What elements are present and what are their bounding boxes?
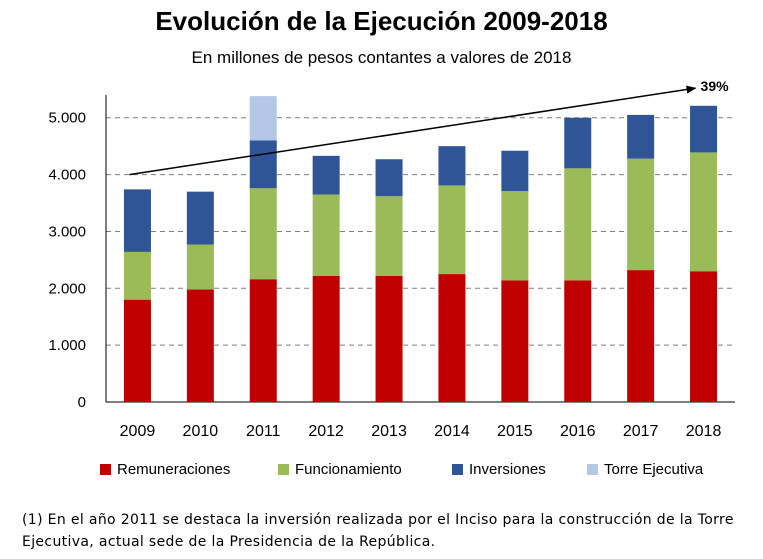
footnote: (1) En el año 2011 se destaca la inversi… bbox=[22, 512, 734, 550]
bar-funcionamiento-2009 bbox=[123, 251, 151, 300]
bar-remuneraciones-2012 bbox=[312, 275, 340, 402]
legend-swatch-torre-ejecutiva bbox=[587, 464, 598, 475]
y-tick-label: 2.000 bbox=[48, 280, 86, 297]
legend-item-funcionamiento: Funcionamiento bbox=[278, 461, 402, 478]
bar-remuneraciones-2015 bbox=[501, 280, 529, 402]
legend-label-funcionamiento: Funcionamiento bbox=[295, 461, 402, 478]
legend-item-remuneraciones: Remuneraciones bbox=[100, 461, 230, 478]
x-axis-ticks: 2009 2010 2011 2012 2013 2014 2015 2016 2017 2018 bbox=[120, 423, 722, 440]
legend-label-inversiones: Inversiones bbox=[469, 461, 546, 478]
bar-funcionamiento-2013 bbox=[375, 196, 403, 276]
legend-item-inversiones: Inversiones bbox=[452, 461, 546, 478]
bar-remuneraciones-2018 bbox=[690, 271, 718, 402]
y-tick-label: 3.000 bbox=[48, 223, 86, 240]
bar-remuneraciones-2009 bbox=[123, 299, 151, 402]
bar-torre-ejecutiva-2011 bbox=[249, 96, 277, 141]
y-tick-label: 0 bbox=[78, 394, 86, 411]
x-tick-label: 2009 bbox=[120, 423, 156, 440]
bar-funcionamiento-2018 bbox=[690, 152, 718, 272]
x-tick-label: 2015 bbox=[497, 423, 533, 440]
bar-remuneraciones-2017 bbox=[627, 270, 655, 402]
legend: Remuneraciones Funcionamiento Inversione… bbox=[90, 461, 740, 481]
bar-funcionamiento-2011 bbox=[249, 188, 277, 280]
legend-item-torre-ejecutiva: Torre Ejecutiva bbox=[587, 461, 703, 478]
bar-inversiones-2016 bbox=[564, 117, 592, 169]
bar-funcionamiento-2016 bbox=[564, 168, 592, 281]
y-tick-label: 5.000 bbox=[48, 110, 86, 127]
bar-funcionamiento-2012 bbox=[312, 194, 340, 276]
bar-inversiones-2018 bbox=[690, 105, 718, 153]
bar-inversiones-2011 bbox=[249, 140, 277, 189]
bar-inversiones-2009 bbox=[123, 189, 151, 252]
bar-inversiones-2012 bbox=[312, 155, 340, 195]
legend-swatch-funcionamiento bbox=[278, 464, 289, 475]
chart-title: Evolución de la Ejecución 2009-2018 bbox=[155, 6, 608, 36]
bar-inversiones-2015 bbox=[501, 150, 529, 192]
x-tick-label: 2013 bbox=[371, 423, 407, 440]
bar-inversiones-2017 bbox=[627, 114, 655, 159]
x-tick-label: 2018 bbox=[686, 423, 722, 440]
bar-funcionamiento-2015 bbox=[501, 191, 529, 281]
bars bbox=[123, 96, 718, 402]
bar-remuneraciones-2010 bbox=[186, 289, 214, 402]
bar-funcionamiento-2014 bbox=[438, 185, 466, 275]
x-tick-label: 2014 bbox=[434, 423, 470, 440]
y-tick-label: 1.000 bbox=[48, 337, 86, 354]
bar-inversiones-2010 bbox=[186, 191, 214, 245]
trend-label: 39% bbox=[701, 78, 730, 94]
bar-remuneraciones-2016 bbox=[564, 280, 592, 402]
bar-inversiones-2014 bbox=[438, 146, 466, 186]
y-axis-ticks: 0 1.000 2.000 3.000 4.000 5.000 bbox=[48, 110, 86, 411]
x-tick-label: 2017 bbox=[623, 423, 659, 440]
chart-subtitle: En millones de pesos contantes a valores… bbox=[191, 48, 572, 67]
x-tick-label: 2012 bbox=[308, 423, 344, 440]
bar-funcionamiento-2010 bbox=[186, 244, 214, 290]
legend-swatch-inversiones bbox=[452, 464, 463, 475]
bar-inversiones-2013 bbox=[375, 159, 403, 197]
trend-arrow bbox=[129, 85, 697, 176]
trend: 39% bbox=[129, 78, 730, 176]
bar-funcionamiento-2017 bbox=[627, 158, 655, 271]
legend-label-torre-ejecutiva: Torre Ejecutiva bbox=[604, 461, 704, 478]
legend-swatch-remuneraciones bbox=[100, 464, 111, 475]
x-tick-label: 2016 bbox=[560, 423, 596, 440]
x-tick-label: 2011 bbox=[246, 423, 281, 440]
bar-remuneraciones-2014 bbox=[438, 274, 466, 402]
y-tick-label: 4.000 bbox=[48, 167, 86, 184]
bar-remuneraciones-2013 bbox=[375, 275, 403, 402]
bar-remuneraciones-2011 bbox=[249, 279, 277, 402]
legend-label-remuneraciones: Remuneraciones bbox=[117, 461, 231, 478]
x-tick-label: 2010 bbox=[183, 423, 219, 440]
